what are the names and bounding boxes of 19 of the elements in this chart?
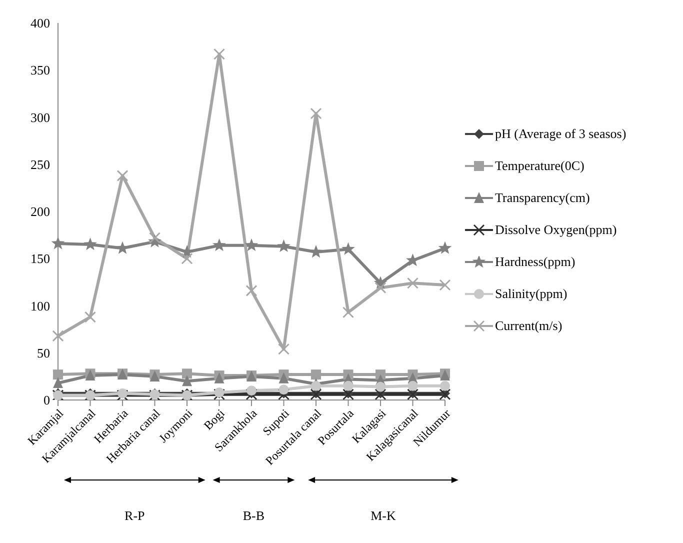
- legend-label: Dissolve Oxygen(ppm): [495, 222, 617, 238]
- y-tick-label: 250: [30, 156, 50, 172]
- text: B-B: [242, 508, 265, 523]
- text: R-P: [124, 508, 145, 523]
- y-tick-label: 300: [30, 110, 50, 125]
- y-tick-label: 400: [30, 16, 50, 31]
- y-tick-label: 350: [30, 62, 50, 78]
- legend-label: pH (Average of 3 seasos): [495, 126, 626, 142]
- y-tick-label: 150: [30, 251, 50, 266]
- legend-label: Transparency(cm): [495, 190, 590, 206]
- legend-label: Temperature(0C): [495, 158, 584, 174]
- text: M-K: [370, 508, 396, 523]
- legend-label: Salinity(ppm): [495, 286, 568, 302]
- y-tick-label: 200: [30, 204, 50, 220]
- legend-label: Current(m/s): [495, 318, 562, 334]
- y-tick-label: 100: [30, 298, 50, 314]
- legend-label: Hardness(ppm): [495, 254, 576, 270]
- y-tick-label: 0: [44, 392, 50, 408]
- y-tick-label: 50: [37, 345, 50, 360]
